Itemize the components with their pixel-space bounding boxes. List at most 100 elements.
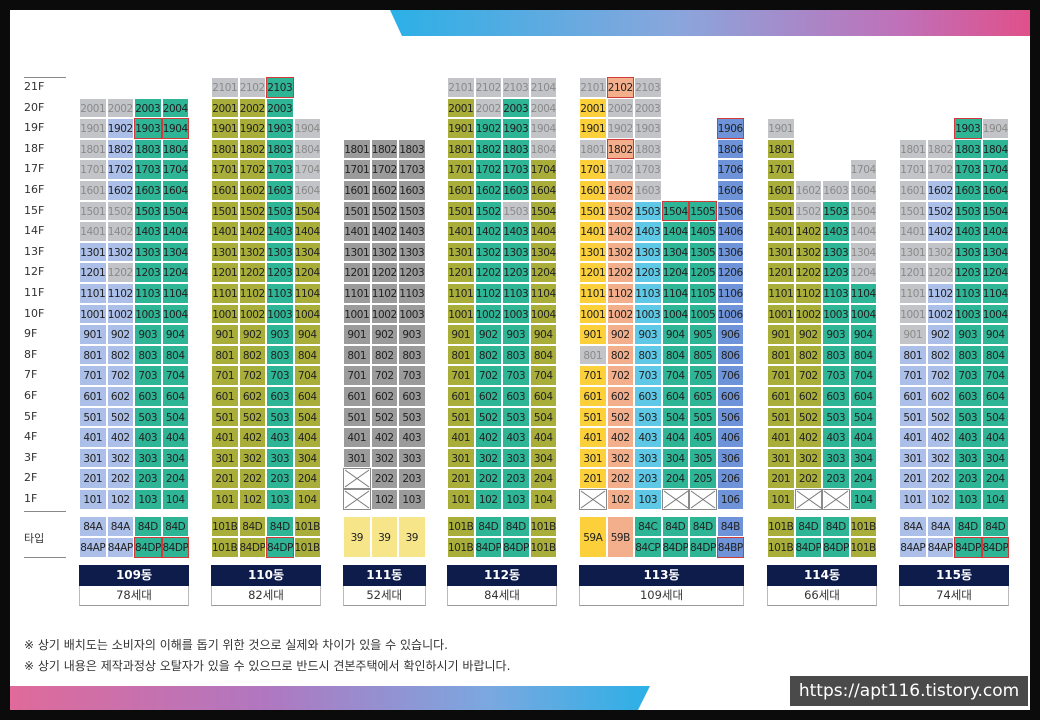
unit-cell: 804	[981, 344, 1009, 366]
unit-cell: 904	[293, 324, 321, 345]
unit-cell: 1202	[474, 262, 502, 283]
unit-cell: 204	[293, 468, 321, 489]
unit-cell: 2103	[502, 77, 530, 98]
unit-cell: 603	[134, 386, 162, 407]
unit-cell: 702	[606, 365, 634, 386]
watermark-url[interactable]: https://apt116.tistory.com	[790, 676, 1028, 706]
unit-cell: 1003	[266, 303, 294, 325]
unit-cell: 1701	[79, 159, 107, 180]
unit-cell: 1903	[134, 118, 162, 139]
unit-cell: 806	[716, 344, 744, 366]
unit-cell: 1502	[238, 200, 266, 222]
unit-type-cell: 84BP	[716, 537, 744, 558]
floor-label-4f: 4F	[24, 430, 38, 444]
unit-cell: 1404	[849, 221, 877, 242]
unit-cell: 1901	[579, 118, 607, 139]
unit-cell: 1003	[822, 303, 850, 325]
unit-cell: 1806	[716, 138, 744, 160]
unit-cell: 404	[661, 427, 689, 448]
unit-cell: 1703	[134, 159, 162, 180]
unit-type-cell: 84A	[926, 516, 954, 537]
unit-cell: 1301	[79, 241, 107, 263]
unit-cell: 802	[370, 344, 398, 366]
unit-cell: 1602	[606, 180, 634, 201]
unit-cell-not-available	[343, 489, 371, 510]
unit-cell: 903	[954, 324, 982, 345]
unit-cell: 802	[794, 344, 822, 366]
unit-cell: 1801	[447, 138, 475, 160]
unit-cell: 1601	[447, 180, 475, 201]
unit-cell: 802	[238, 344, 266, 366]
unit-cell: 902	[370, 324, 398, 345]
unit-cell: 1902	[606, 118, 634, 139]
unit-cell: 504	[661, 406, 689, 428]
unit-cell: 801	[343, 344, 371, 366]
unit-cell: 1004	[161, 303, 189, 325]
unit-cell: 201	[79, 468, 107, 489]
floor-label-15f: 15F	[24, 203, 45, 217]
unit-cell: 604	[661, 386, 689, 407]
unit-cell: 1803	[502, 138, 530, 160]
unit-cell: 501	[767, 406, 795, 428]
unit-type-cell: 84AP	[926, 537, 954, 558]
unit-cell: 502	[606, 406, 634, 428]
unit-cell: 804	[661, 344, 689, 366]
unit-cell: 402	[926, 427, 954, 448]
unit-type-cell: 84D	[474, 516, 502, 537]
unit-cell: 301	[579, 447, 607, 469]
unit-cell: 703	[398, 365, 426, 386]
unit-cell: 902	[606, 324, 634, 345]
unit-cell: 1802	[926, 138, 954, 160]
unit-cell: 1701	[211, 159, 239, 180]
unit-cell: 803	[634, 344, 662, 366]
floor-label-14f: 14F	[24, 224, 45, 238]
unit-cell: 1505	[689, 200, 717, 222]
unit-cell: 1202	[238, 262, 266, 283]
unit-cell: 1404	[161, 221, 189, 242]
unit-cell: 702	[474, 365, 502, 386]
unit-cell: 1601	[211, 180, 239, 201]
unit-cell: 902	[474, 324, 502, 345]
unit-cell: 1406	[716, 221, 744, 242]
unit-cell: 1103	[266, 283, 294, 304]
unit-cell: 701	[579, 365, 607, 386]
unit-cell: 1201	[343, 262, 371, 283]
unit-cell: 1104	[529, 283, 557, 304]
unit-cell: 701	[79, 365, 107, 386]
unit-cell: 1801	[767, 138, 795, 160]
unit-cell: 1501	[767, 200, 795, 222]
unit-cell: 204	[981, 468, 1009, 489]
unit-cell: 102	[926, 489, 954, 510]
unit-cell: 904	[161, 324, 189, 345]
unit-cell: 404	[161, 427, 189, 448]
axis-divider	[24, 77, 66, 78]
unit-cell: 1002	[474, 303, 502, 325]
unit-cell: 1503	[634, 200, 662, 222]
unit-cell: 1403	[502, 221, 530, 242]
unit-cell: 503	[266, 406, 294, 428]
unit-cell: 706	[716, 365, 744, 386]
unit-type-cell: 101B	[447, 516, 475, 537]
unit-cell: 401	[447, 427, 475, 448]
unit-cell: 1502	[106, 200, 134, 222]
unit-cell: 1206	[716, 262, 744, 283]
unit-cell: 1304	[981, 241, 1009, 263]
unit-cell: 702	[794, 365, 822, 386]
unit-cell: 1504	[849, 200, 877, 222]
unit-cell: 804	[529, 344, 557, 366]
unit-cell: 503	[502, 406, 530, 428]
unit-cell: 1801	[579, 138, 607, 160]
unit-cell: 602	[238, 386, 266, 407]
unit-cell: 404	[529, 427, 557, 448]
unit-cell: 2002	[474, 97, 502, 119]
unit-cell: 202	[606, 468, 634, 489]
unit-cell: 901	[899, 324, 927, 345]
unit-cell: 1304	[661, 241, 689, 263]
unit-type-cell: 59A	[579, 516, 607, 558]
unit-cell: 1401	[447, 221, 475, 242]
unit-cell: 403	[822, 427, 850, 448]
unit-cell: 1503	[398, 200, 426, 222]
unit-cell: 202	[370, 468, 398, 489]
unit-cell-not-available	[822, 489, 850, 510]
unit-cell: 603	[822, 386, 850, 407]
